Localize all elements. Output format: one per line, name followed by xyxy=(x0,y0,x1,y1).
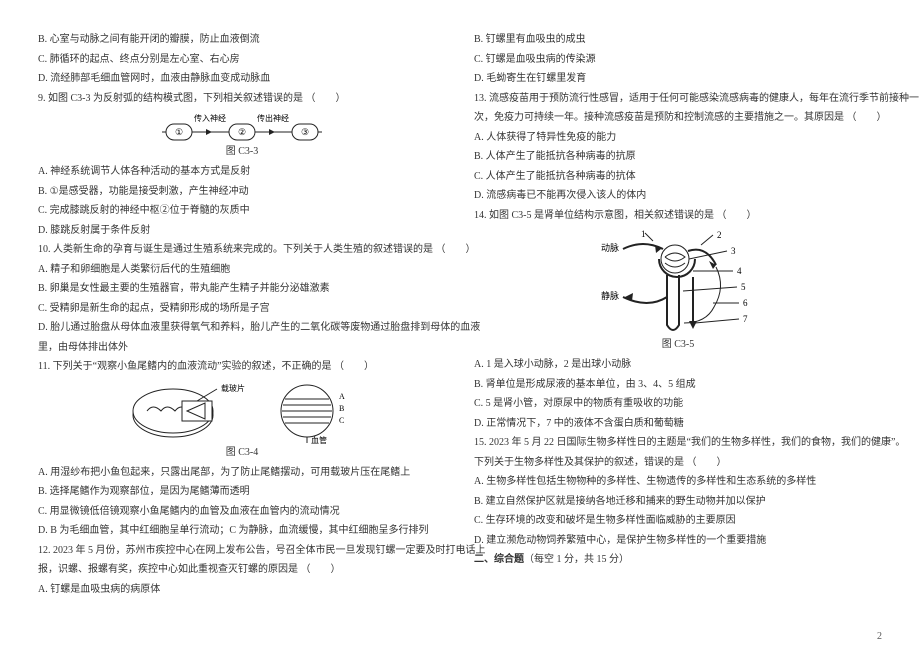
q-line: D. B 为毛细血管，其中红细胞呈单行流动；C 为静脉，血流缓慢，其中红细胞呈多… xyxy=(38,521,446,541)
figure-c3-4: 载玻片 A B C 血管 图 C3-4 xyxy=(38,381,446,461)
q-line: B. 选择尾鳍作为观察部位，是因为尾鳍薄而透明 xyxy=(38,482,446,502)
figure-c3-5: 动脉 静脉 xyxy=(474,229,882,353)
figure-caption: 图 C3-3 xyxy=(38,144,446,160)
q-line: B. 肾单位是形成尿液的基本单位，由 3、4、5 组成 xyxy=(474,375,882,395)
q-line: C. 人体产生了能抵抗各种病毒的抗体 xyxy=(474,167,882,187)
q-line: B. 卵巢是女性最主要的生殖器官，带丸能产生精子并能分泌雄激素 xyxy=(38,279,446,299)
svg-text:载玻片: 载玻片 xyxy=(221,383,245,393)
figure-caption: 图 C3-5 xyxy=(474,337,882,353)
q-line: D. 胎儿通过胎盘从母体血液里获得氧气和养料，胎儿产生的二氧化碳等废物通过胎盘排… xyxy=(38,318,446,338)
svg-text:4: 4 xyxy=(737,266,742,276)
svg-text:传出神经: 传出神经 xyxy=(257,113,289,123)
svg-text:2: 2 xyxy=(717,230,722,240)
svg-text:传入神经: 传入神经 xyxy=(194,113,226,123)
q-line: 14. 如图 C3-5 是肾单位结构示意图，相关叙述错误的是 （ ） xyxy=(474,206,882,226)
vessel-c: C xyxy=(339,416,344,425)
q-line: 13. 流感疫苗用于预防流行性感冒，适用于任何可能感染流感病毒的健康人，每年在流… xyxy=(474,89,882,109)
fish-tail-svg: 载玻片 A B C 血管 xyxy=(127,381,357,445)
svg-text:7: 7 xyxy=(743,314,748,324)
svg-text:1: 1 xyxy=(641,229,646,239)
left-column: B. 心室与动脉之间有能开闭的瓣膜，防止血液倒流 C. 肺循环的起点、终点分别是… xyxy=(38,30,460,638)
q-line: C. 完成膝跳反射的神经中枢②位于脊髓的灰质中 xyxy=(38,201,446,221)
q-line: A. 生物多样性包括生物物种的多样性、生物遗传的多样性和生态系统的多样性 xyxy=(474,472,882,492)
q-line: B. 心室与动脉之间有能开闭的瓣膜，防止血液倒流 xyxy=(38,30,446,50)
svg-text:5: 5 xyxy=(741,282,746,292)
q-line: D. 建立濒危动物饲养繁殖中心，是保护生物多样性的一个重要措施 xyxy=(474,531,882,551)
svg-text:③: ③ xyxy=(301,127,309,137)
q-line: 9. 如图 C3-3 为反射弧的结构模式图，下列相关叙述错误的是 （ ） xyxy=(38,89,446,109)
vessel-b: B xyxy=(339,404,344,413)
q-line: C. 用显微镜低倍镜观察小鱼尾鳍内的血管及血液在血管内的流动情况 xyxy=(38,502,446,522)
q-line: D. 流经肺部毛细血管网时，血液由静脉血变成动脉血 xyxy=(38,69,446,89)
q-line: D. 毛蚴寄生在钉螺里发育 xyxy=(474,69,882,89)
q-line: C. 生存环境的改变和破坏是生物多样性面临威胁的主要原因 xyxy=(474,511,882,531)
nephron-svg: 动脉 静脉 xyxy=(593,229,763,337)
right-column: B. 钉螺里有血吸虫的成虫 C. 钉螺是血吸虫病的传染源 D. 毛蚴寄生在钉螺里… xyxy=(460,30,882,638)
q-line: D. 流感病毒已不能再次侵入该人的体内 xyxy=(474,186,882,206)
section-heading: 二、综合题（每空 1 分，共 15 分） xyxy=(474,550,882,570)
q-line: 报，识螺、报螺有奖，疾控中心如此重视查灭钉螺的原因是 （ ） xyxy=(38,560,446,580)
figure-c3-3: ① ② ③ 传入神经 传出神经 图 C3-3 xyxy=(38,112,446,160)
svg-text:②: ② xyxy=(238,127,246,137)
q-line: B. ①是感受器，功能是接受刺激，产生神经冲动 xyxy=(38,182,446,202)
q-line: A. 钉螺是血吸虫病的病原体 xyxy=(38,580,446,600)
q-line: 里，由母体排出体外 xyxy=(38,338,446,358)
q-line: D. 正常情况下，7 中的液体不含蛋白质和葡萄糖 xyxy=(474,414,882,434)
q-line: 12. 2023 年 5 月份，苏州市疾控中心在网上发布公告，号召全体市民一旦发… xyxy=(38,541,446,561)
vessel-a: A xyxy=(339,392,345,401)
q-line: A. 神经系统调节人体各种活动的基本方式是反射 xyxy=(38,162,446,182)
q-line: 15. 2023 年 5 月 22 日国际生物多样性日的主题是“我们的生物多样性… xyxy=(474,433,882,453)
figure-caption: 图 C3-4 xyxy=(38,445,446,461)
q-line: C. 钉螺是血吸虫病的传染源 xyxy=(474,50,882,70)
q-line: B. 人体产生了能抵抗各种病毒的抗原 xyxy=(474,147,882,167)
q-line: 次，免疫力可持续一年。接种流感疫苗是预防和控制流感的主要措施之一。其原因是 （ … xyxy=(474,108,882,128)
q-line: B. 钉螺里有血吸虫的成虫 xyxy=(474,30,882,50)
page: B. 心室与动脉之间有能开闭的瓣膜，防止血液倒流 C. 肺循环的起点、终点分别是… xyxy=(0,0,920,648)
q-line: C. 5 是肾小管，对原尿中的物质有重吸收的功能 xyxy=(474,394,882,414)
q-line: A. 1 是入球小动脉，2 是出球小动脉 xyxy=(474,355,882,375)
section-title: 二、综合题 xyxy=(474,554,524,565)
page-number: 2 xyxy=(877,631,882,642)
q-line: B. 建立自然保护区就是接纳各地迁移和捕来的野生动物并加以保护 xyxy=(474,492,882,512)
svg-text:3: 3 xyxy=(731,246,736,256)
svg-text:6: 6 xyxy=(743,298,748,308)
q-line: D. 膝跳反射属于条件反射 xyxy=(38,221,446,241)
svg-text:①: ① xyxy=(175,127,183,137)
svg-text:动脉: 动脉 xyxy=(601,242,619,253)
section-note: （每空 1 分，共 15 分） xyxy=(524,554,629,565)
q-line: 11. 下列关于“观察小鱼尾鳍内的血液流动”实验的叙述，不正确的是 （ ） xyxy=(38,357,446,377)
q-line: 10. 人类新生命的孕育与诞生是通过生殖系统来完成的。下列关于人类生殖的叙述错误… xyxy=(38,240,446,260)
q-line: C. 肺循环的起点、终点分别是左心室、右心房 xyxy=(38,50,446,70)
reflex-arc-svg: ① ② ③ 传入神经 传出神经 xyxy=(152,112,332,144)
q-line: A. 用湿纱布把小鱼包起来，只露出尾部，为了防止尾鳍摆动，可用载玻片压在尾鳍上 xyxy=(38,463,446,483)
q-line: 下列关于生物多样性及其保护的叙述，错误的是 （ ） xyxy=(474,453,882,473)
q-line: A. 精子和卵细胞是人类繁衍后代的生殖细胞 xyxy=(38,260,446,280)
q-line: C. 受精卵是新生命的起点，受精卵形成的场所是子宫 xyxy=(38,299,446,319)
svg-text:血管: 血管 xyxy=(311,435,327,445)
q-line: A. 人体获得了特异性免疫的能力 xyxy=(474,128,882,148)
svg-text:静脉: 静脉 xyxy=(601,290,619,301)
